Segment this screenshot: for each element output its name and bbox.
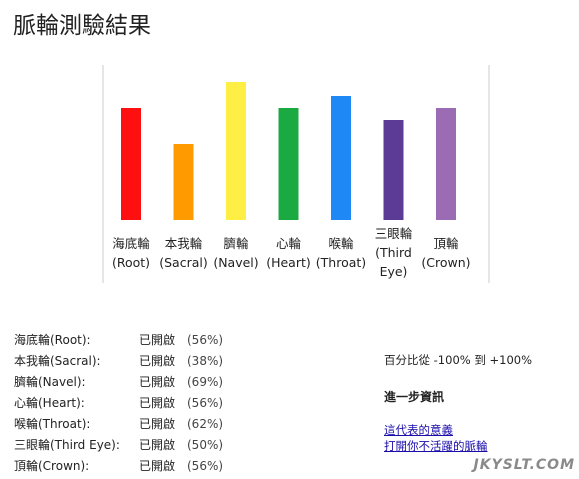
result-row: 海底輪(Root): 已開啟 (56%) [14,330,234,351]
bar-navel [226,82,246,220]
result-status: 已開啟 [139,459,176,473]
bar-label-line: 心輪 [276,236,302,251]
bar-label-line: (Third [375,245,412,260]
bar-label-line: (Navel) [213,255,258,270]
result-percentage: (38%) [187,354,224,368]
result-percentage: (56%) [187,459,224,473]
result-row: 頂輪(Crown): 已開啟 (56%) [14,456,234,477]
percentage-range-text: 百分比從 -100% 到 +100% [384,353,533,367]
results-list: 海底輪(Root): 已開啟 (56%) 本我輪(Sacral): 已開啟 (38%) 臍輪… [14,330,234,477]
bar-label-line: (Throat) [316,255,366,270]
bar-throat [331,96,351,220]
result-row: 喉輪(Throat): 已開啟 (62%) [14,414,234,435]
bar-root [121,108,141,220]
bar-label-line: 頂輪 [433,236,459,251]
result-percentage: (56%) [187,333,224,347]
bar-third [383,120,404,220]
bar-label-line: (Root) [112,255,150,270]
result-percentage: (56%) [187,396,224,410]
site-watermark: JKYSLT.COM [473,457,575,473]
bar-label-line: (Heart) [266,255,311,270]
result-status: 已開啟 [139,417,176,431]
result-status: 已開啟 [139,333,176,347]
bar-label-line: (Sacral) [159,255,208,270]
bar-label-line: Eye) [380,264,408,279]
result-chakra-name: 喉輪(Throat): [14,417,91,431]
result-row: 臍輪(Navel): 已開啟 (69%) [14,372,234,393]
result-row: 心輪(Heart): 已開啟 (56%) [14,393,234,414]
bar-label-line: 喉輪 [328,236,354,251]
result-chakra-name: 海底輪(Root): [14,333,91,347]
bar-label-line: 臍輪 [223,236,249,251]
open-inactive-chakra-link[interactable]: 打開你不活躍的脈輪 [384,439,488,453]
result-percentage: (50%) [187,438,224,452]
result-status: 已開啟 [139,396,176,410]
result-status: 已開啟 [139,375,176,389]
result-row: 本我輪(Sacral): 已開啟 (38%) [14,351,234,372]
meaning-link[interactable]: 這代表的意義 [384,423,453,437]
result-chakra-name: 本我輪(Sacral): [14,354,101,368]
result-chakra-name: 三眼輪(Third Eye): [14,438,120,452]
result-chakra-name: 頂輪(Crown): [14,459,90,473]
result-status: 已開啟 [139,354,176,368]
info-links: 這代表的意義 打開你不活躍的脈輪 [384,422,532,454]
result-percentage: (69%) [187,375,224,389]
result-chakra-name: 臍輪(Navel): [14,375,86,389]
more-info-heading: 進一步資訊 [384,390,445,404]
bar-label-line: (Crown) [421,255,470,270]
bar-label-line: 三眼輪 [375,226,413,241]
result-status: 已開啟 [139,438,176,452]
result-percentage: (62%) [187,417,224,431]
side-panel: 百分比從 -100% 到 +100% 進一步資訊 這代表的意義 打開你不活躍的脈… [384,352,532,454]
page-title: 脈輪測驗結果 [13,13,151,39]
result-chakra-name: 心輪(Heart): [14,396,85,410]
bar-label-line: 海底輪 [112,236,150,251]
result-row: 三眼輪(Third Eye): 已開啟 (50%) [14,435,234,456]
bar-crown [436,108,456,220]
bar-label-line: 本我輪 [165,236,203,251]
bar-heart [278,108,299,220]
chakra-bar-chart: 海底輪 (Root) 本我輪 (Sacral) 臍輪 (Navel) 心輪 (Heart) 喉輪… [102,65,490,283]
bar-sacral [173,144,194,220]
